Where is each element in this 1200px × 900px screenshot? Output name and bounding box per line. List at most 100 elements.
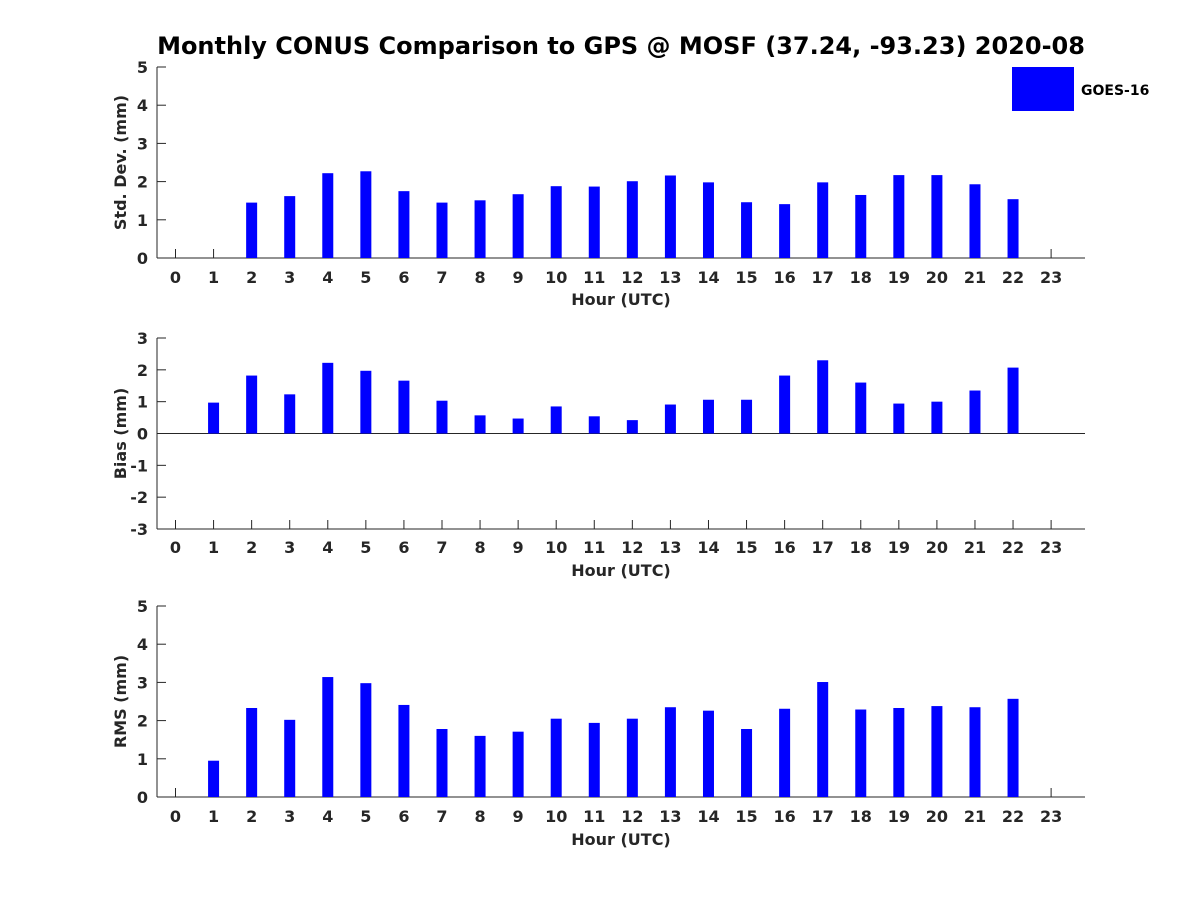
rms-x-tick-label: 3: [284, 807, 295, 826]
rms-bar-hour-3: [284, 719, 296, 797]
std-dev-y-axis-label: Std. Dev. (mm): [111, 95, 130, 230]
std-dev-x-tick-label: 12: [621, 268, 643, 287]
rms-bar-hour-13: [664, 707, 676, 797]
bias-bar-hour-19: [893, 403, 905, 434]
rms-bar-hour-14: [702, 710, 714, 797]
rms-x-tick-label: 0: [170, 807, 181, 826]
std-dev-x-tick-label: 4: [322, 268, 333, 287]
bias-bar-hour-10: [550, 406, 562, 434]
bias-x-tick-label: 20: [926, 538, 948, 557]
rms-x-tick-label: 7: [436, 807, 447, 826]
std-dev-x-tick-label: 15: [735, 268, 757, 287]
bias-y-tick-label: -3: [130, 520, 148, 539]
std-dev-x-tick-label: 7: [436, 268, 447, 287]
bias-bar-hour-21: [969, 390, 981, 434]
bias-y-tick-label: 1: [137, 393, 148, 412]
bias-x-tick-label: 12: [621, 538, 643, 557]
rms-x-tick-label: 22: [1002, 807, 1024, 826]
bias-x-tick-label: 16: [773, 538, 795, 557]
std-dev-x-tick-label: 2: [246, 268, 257, 287]
std-dev-x-tick-label: 18: [850, 268, 872, 287]
std-dev-x-tick-label: 10: [545, 268, 567, 287]
bias-x-tick-label: 10: [545, 538, 567, 557]
bias-x-tick-label: 5: [360, 538, 371, 557]
std-dev-bar-hour-18: [855, 194, 867, 258]
bias-bar-hour-3: [284, 394, 296, 434]
std-dev-x-tick-label: 6: [398, 268, 409, 287]
bias-x-tick-label: 14: [697, 538, 719, 557]
std-dev-x-tick-label: 20: [926, 268, 948, 287]
bias-x-tick-label: 23: [1040, 538, 1062, 557]
bias-bar-hour-17: [817, 360, 829, 434]
rms-x-tick-label: 20: [926, 807, 948, 826]
rms-x-tick-label: 18: [850, 807, 872, 826]
std-dev-bar-hour-2: [246, 202, 258, 258]
std-dev-x-tick-label: 1: [208, 268, 219, 287]
bias-y-tick-label: -2: [130, 488, 148, 507]
rms-x-tick-label: 11: [583, 807, 605, 826]
rms-bar-hour-19: [893, 707, 905, 797]
bias-x-tick-label: 18: [850, 538, 872, 557]
bias-y-axis-label: Bias (mm): [111, 388, 130, 480]
bias-bar-hour-15: [741, 399, 753, 434]
rms-y-tick-label: 0: [137, 788, 148, 807]
rms-x-tick-label: 5: [360, 807, 371, 826]
std-dev-x-tick-label: 11: [583, 268, 605, 287]
rms-bar-hour-11: [588, 722, 600, 797]
std-dev-x-axis-label: Hour (UTC): [571, 290, 671, 309]
bias-bar-hour-16: [779, 375, 791, 434]
std-dev-x-tick-label: 5: [360, 268, 371, 287]
rms-y-tick-label: 5: [137, 597, 148, 616]
bias-bar-hour-7: [436, 400, 448, 434]
bias-x-tick-label: 8: [474, 538, 485, 557]
rms-bar-hour-5: [360, 683, 372, 797]
std-dev-bar-hour-8: [474, 200, 486, 258]
bias-x-axis-label: Hour (UTC): [571, 561, 671, 580]
std-dev-x-tick-label: 0: [170, 268, 181, 287]
std-dev-bar-hour-21: [969, 184, 981, 258]
std-dev-y-tick-label: 5: [137, 58, 148, 77]
std-dev-bar-hour-13: [664, 175, 676, 258]
bias-y-tick-label: 0: [137, 425, 148, 444]
std-dev-x-tick-label: 8: [474, 268, 485, 287]
std-dev-y-tick-label: 2: [137, 173, 148, 192]
legend-label: GOES-16: [1081, 83, 1149, 99]
bias-x-tick-label: 7: [436, 538, 447, 557]
bias-x-tick-label: 11: [583, 538, 605, 557]
std-dev-bar-hour-3: [284, 196, 296, 258]
bias-y-tick-label: 3: [137, 329, 148, 348]
rms-y-tick-label: 1: [137, 750, 148, 769]
bias-x-tick-label: 19: [888, 538, 910, 557]
std-dev-bar-hour-15: [741, 202, 753, 258]
rms-x-tick-label: 1: [208, 807, 219, 826]
legend: GOES-16: [1012, 67, 1149, 111]
rms-bar-hour-1: [208, 760, 220, 797]
rms-bar-hour-4: [322, 677, 334, 797]
rms-bar-hour-8: [474, 735, 486, 797]
bias-y-tick-label: -1: [130, 456, 148, 475]
rms-x-tick-label: 13: [659, 807, 681, 826]
legend-swatch: [1012, 67, 1074, 111]
bias-x-tick-label: 6: [398, 538, 409, 557]
rms-x-tick-label: 14: [697, 807, 719, 826]
rms-bar-hour-16: [779, 708, 791, 797]
bias-bar-hour-18: [855, 382, 867, 434]
std-dev-bar-hour-11: [588, 186, 600, 258]
bias-x-tick-label: 13: [659, 538, 681, 557]
bias-x-tick-label: 0: [170, 538, 181, 557]
bias-x-tick-label: 21: [964, 538, 986, 557]
rms-bar-hour-6: [398, 704, 410, 797]
std-dev-x-tick-label: 16: [773, 268, 795, 287]
rms-x-tick-label: 23: [1040, 807, 1062, 826]
bias-bar-hour-2: [246, 375, 258, 434]
rms-bar-hour-17: [817, 682, 829, 797]
bias-bar-hour-14: [702, 399, 714, 434]
rms-x-tick-label: 21: [964, 807, 986, 826]
rms-x-tick-label: 17: [812, 807, 834, 826]
rms-y-axis-label: RMS (mm): [111, 655, 130, 748]
rms-bar-hour-15: [741, 729, 753, 797]
